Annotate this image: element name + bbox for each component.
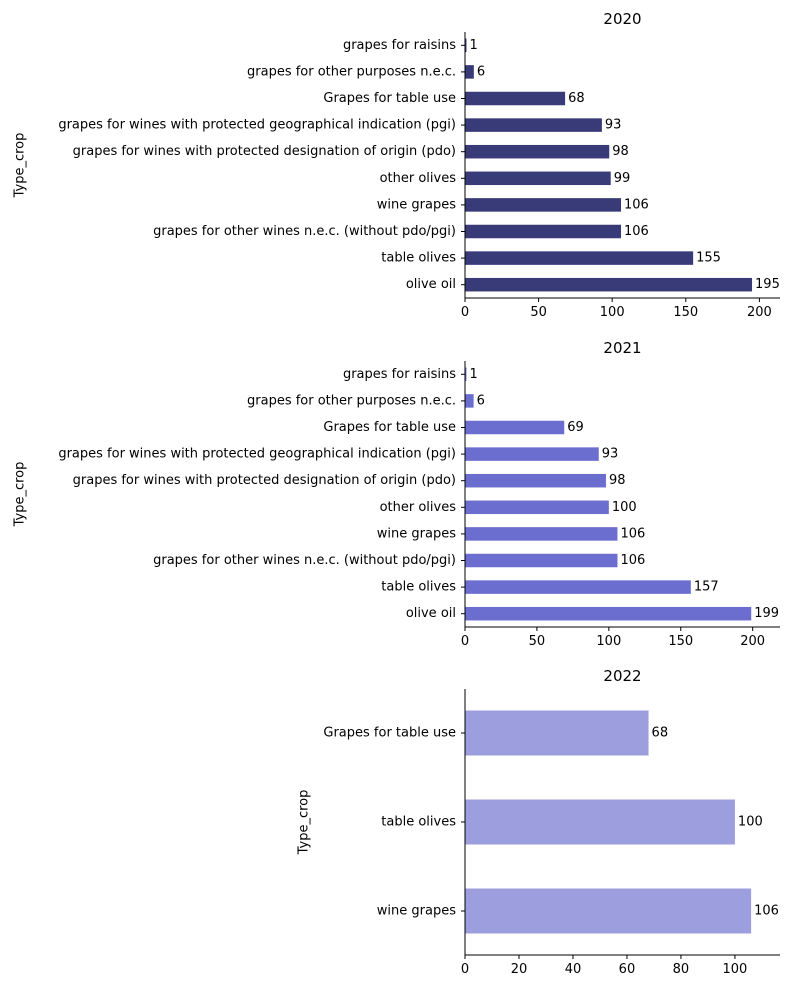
bar	[465, 553, 618, 568]
x-tick-label: 200	[747, 305, 772, 320]
x-tick-label: 0	[461, 962, 469, 977]
category-label: grapes for other wines n.e.c. (without p…	[153, 224, 456, 239]
data-label: 98	[609, 473, 626, 488]
x-tick-label: 200	[740, 634, 765, 649]
x-tick-label: 100	[723, 962, 748, 977]
bar	[465, 118, 602, 132]
x-tick-label: 50	[529, 634, 546, 649]
data-label: 106	[624, 224, 649, 239]
data-label: 99	[614, 171, 631, 186]
bar	[465, 473, 606, 488]
data-label: 6	[477, 64, 485, 79]
category-label: olive oil	[406, 606, 456, 621]
category-label: grapes for raisins	[343, 367, 456, 382]
data-label: 199	[754, 606, 779, 621]
category-label: wine grapes	[377, 526, 456, 541]
bar	[465, 91, 566, 106]
data-label: 1	[469, 367, 477, 382]
y-axis-label: Type_crop	[13, 133, 28, 199]
bar	[465, 277, 753, 292]
bar	[465, 144, 610, 159]
category-label: grapes for other purposes n.e.c.	[247, 393, 456, 408]
bar	[465, 65, 474, 79]
category-label: table olives	[381, 580, 456, 595]
category-label: olive oil	[406, 277, 456, 292]
data-label: 157	[694, 580, 719, 595]
chart-title: 2020	[603, 10, 641, 28]
bar	[465, 171, 611, 186]
bar	[465, 799, 735, 845]
chart-title: 2021	[603, 339, 641, 357]
bar	[465, 367, 467, 382]
data-label: 6	[477, 393, 485, 408]
bar	[465, 198, 622, 212]
data-label: 106	[620, 526, 645, 541]
category-label: table olives	[381, 815, 456, 830]
x-tick-label: 100	[600, 305, 625, 320]
category-label: other olives	[380, 500, 457, 515]
bar	[465, 580, 691, 594]
category-label: grapes for other wines n.e.c. (without p…	[153, 553, 456, 568]
chart-panel-2020: grapes for raisins 1 grapes for other purp…	[13, 10, 780, 320]
y-axis-label: Type_crop	[297, 790, 312, 856]
x-tick-label: 20	[511, 962, 528, 977]
category-label: grapes for wines with protected designat…	[73, 473, 456, 488]
x-tick-label: 60	[619, 962, 636, 977]
data-label: 93	[605, 118, 622, 133]
category-label: Grapes for table use	[323, 726, 456, 741]
category-label: wine grapes	[377, 197, 456, 212]
data-label: 106	[620, 553, 645, 568]
y-axis-label: Type_crop	[13, 462, 28, 528]
category-label: Grapes for table use	[323, 91, 456, 106]
bar	[465, 251, 694, 265]
bar	[465, 606, 752, 621]
category-label: Grapes for table use	[323, 420, 456, 435]
data-label: 155	[696, 251, 721, 266]
data-label: 69	[567, 420, 584, 435]
bar	[465, 447, 599, 461]
x-tick-label: 50	[530, 305, 547, 320]
x-tick-label: 0	[461, 305, 469, 320]
x-tick-label: 0	[461, 634, 469, 649]
bar	[465, 38, 467, 53]
data-label: 93	[602, 447, 619, 462]
bar	[465, 500, 609, 515]
category-label: grapes for wines with protected geograph…	[58, 118, 456, 133]
category-label: other olives	[380, 171, 457, 186]
category-label: wine grapes	[377, 904, 456, 919]
x-tick-label: 150	[673, 305, 698, 320]
chart-title: 2022	[603, 667, 641, 685]
bar	[465, 420, 565, 435]
chart-panel-2021: grapes for raisins 1 grapes for other purp…	[13, 339, 780, 649]
bar	[465, 527, 618, 541]
category-label: grapes for raisins	[343, 38, 456, 53]
bar	[465, 394, 474, 408]
x-tick-label: 40	[565, 962, 582, 977]
x-tick-label: 100	[596, 634, 621, 649]
category-label: grapes for wines with protected geograph…	[58, 447, 456, 462]
bar	[465, 710, 649, 756]
data-label: 68	[652, 726, 669, 741]
data-label: 100	[612, 500, 637, 515]
data-label: 68	[568, 91, 585, 106]
x-tick-label: 150	[668, 634, 693, 649]
data-label: 98	[612, 144, 629, 159]
category-label: grapes for other purposes n.e.c.	[247, 64, 456, 79]
category-label: grapes for wines with protected designat…	[73, 144, 456, 159]
data-label: 1	[469, 38, 477, 53]
bar	[465, 224, 622, 239]
x-tick-label: 80	[673, 962, 690, 977]
data-label: 106	[624, 197, 649, 212]
bar	[465, 888, 752, 934]
data-label: 106	[754, 904, 779, 919]
category-label: table olives	[381, 251, 456, 266]
data-label: 195	[755, 277, 780, 292]
chart-panel-2022: Grapes for table use 68 table olives 100 win…	[297, 667, 780, 977]
data-label: 100	[738, 815, 763, 830]
